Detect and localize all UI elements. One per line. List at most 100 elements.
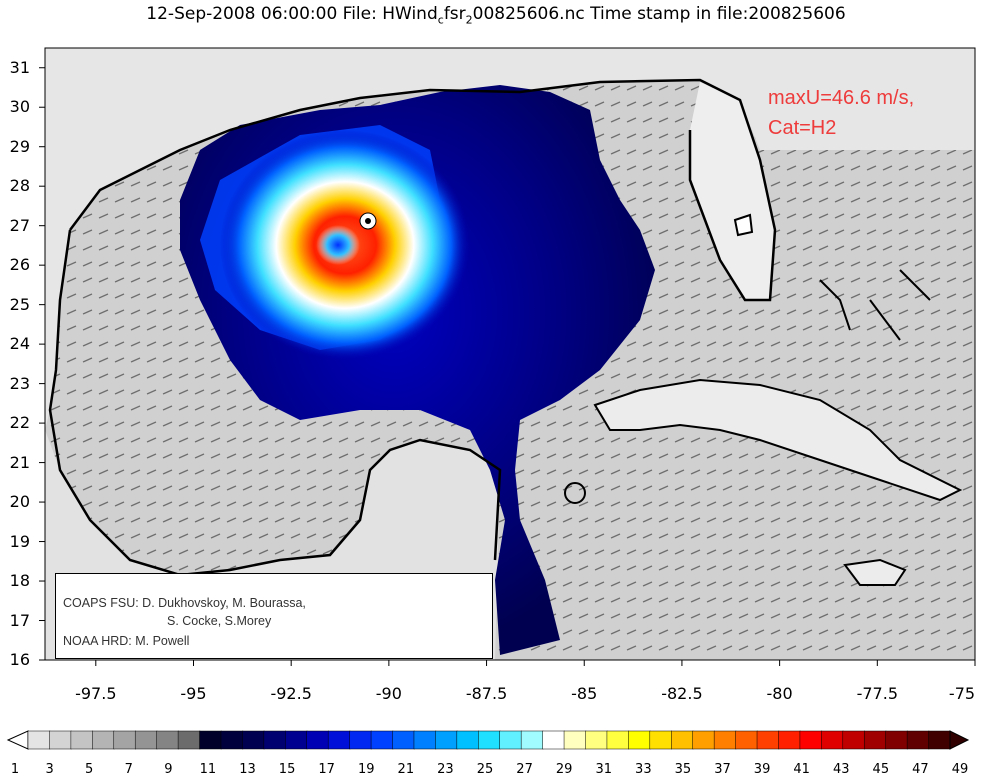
cuba-island [595,380,960,500]
x-tick-label: -80 [766,684,793,703]
colorbar-cell [885,730,908,750]
colorbar-cell [156,730,179,750]
colorbar-cell [263,730,287,750]
y-tick-label: 29 [9,136,30,156]
colorbar-cell [456,730,480,750]
y-tick-label: 16 [9,650,30,669]
colorbar-cell [692,730,715,750]
colorbar-left-arrow [6,730,29,750]
jamaica-coastline [843,558,907,586]
colorbar-cell [649,730,673,750]
credits-line-2: S. Cocke, S.Morey [167,614,272,628]
colorbar-label: 9 [164,762,173,777]
colorbar-cell [799,730,823,750]
colorbar-label: 11 [199,762,217,777]
colorbar-label: 7 [124,762,133,777]
colorbar-cell [113,730,136,750]
colorbar-label: 15 [278,762,296,777]
colorbar-cell [520,730,544,750]
y-tick-label: 23 [9,373,30,393]
x-tick-label: -77.5 [856,684,898,703]
x-tick-label: -82.5 [661,684,703,703]
colorbar-cell [285,730,308,750]
x-axis-ticks [95,660,976,666]
x-tick-label: -85 [571,684,598,703]
colorbar-cell [585,730,608,750]
max-wind-annotation: maxU=46.6 m/s, Cat=H2 [768,87,915,139]
colorbar-label: 49 [951,762,969,777]
bahamas-outline [819,269,931,341]
colorbar-cell [906,730,930,750]
colorbar-label: 21 [397,762,415,777]
colorbar-right-arrow [949,730,970,750]
y-tick-label: 27 [9,215,30,235]
colorbar-cell [349,730,372,750]
colorbar-cell [778,730,801,750]
colorbar-cell [606,730,630,750]
small-island [564,482,586,504]
colorbar-cell [499,730,522,750]
y-tick-label: 22 [9,413,30,433]
y-tick-label: 20 [9,492,30,512]
colorbar-cell [928,730,951,750]
coastline [69,78,777,302]
colorbar-cell [27,730,51,750]
colorbar-cell [306,730,329,750]
storm-eye [316,225,360,265]
colorbar-cell [134,730,158,750]
colorbar-label: 29 [555,762,573,777]
colorbar-label: 19 [357,762,375,777]
y-tick-label: 30 [9,97,30,117]
credits-line-3: NOAA HRD: M. Powell [63,634,190,648]
colorbar-label: 1 [10,762,20,777]
us-gulf-coast-land [45,48,975,430]
colorbar-label: 23 [437,762,454,777]
colorbar-cell [756,730,780,750]
colorbar-cell [821,730,844,750]
colorbar-label: 39 [753,762,771,777]
colorbar-cell [478,730,501,750]
x-tick-label: -95 [180,684,207,703]
colorbar-cell [49,730,72,750]
x-tick-label: -92.5 [270,684,312,703]
colorbar-cell [435,730,458,750]
y-tick-label: 17 [9,610,30,630]
florida-peninsula [690,82,775,300]
colorbar-label: 31 [595,762,613,777]
colorbar-label: 35 [674,762,692,777]
colorbar-label: 41 [793,762,810,777]
credits-line-1: COAPS FSU: D. Dukhovskoy, M. Bourassa, [63,596,306,610]
colorbar-cell [671,730,694,750]
max-wind-marker [359,212,377,230]
x-tick-label: -90 [375,684,402,703]
colorbar-cell [735,730,758,750]
y-tick-label: 28 [9,176,30,196]
y-tick-label: 26 [9,255,30,275]
colorbar-label: 13 [239,762,256,777]
colorbar-cell [177,730,201,750]
colorbar-cell [863,730,887,750]
colorbar-label: 37 [714,762,731,777]
colorbar-cell [220,730,244,750]
y-tick-label: 31 [9,57,30,77]
colorbar-cell [92,730,115,750]
colorbar-cell [392,730,415,750]
y-tick-label: 18 [9,571,30,591]
y-tick-label: 24 [9,334,30,354]
x-tick-label: -75 [948,684,976,703]
colorbar-cell [713,730,737,750]
y-tick-label: 25 [9,294,30,314]
colorbar-label: 3 [45,762,54,777]
colorbar-cell [242,730,265,750]
colorbar-cell [413,730,437,750]
jamaica-island [845,560,905,585]
colorbar-label: 5 [85,762,94,777]
colorbar-label: 17 [318,762,335,777]
y-tick-label: 19 [9,531,30,551]
credits-box: COAPS FSU: D. Dukhovskoy, M. Bourassa, S… [55,573,493,659]
colorbar-cell [542,730,565,750]
colorbar-cell [370,730,394,750]
colorbar-cell [199,730,222,750]
colorbar-label: 27 [516,762,533,777]
colorbar-label: 33 [635,762,652,777]
